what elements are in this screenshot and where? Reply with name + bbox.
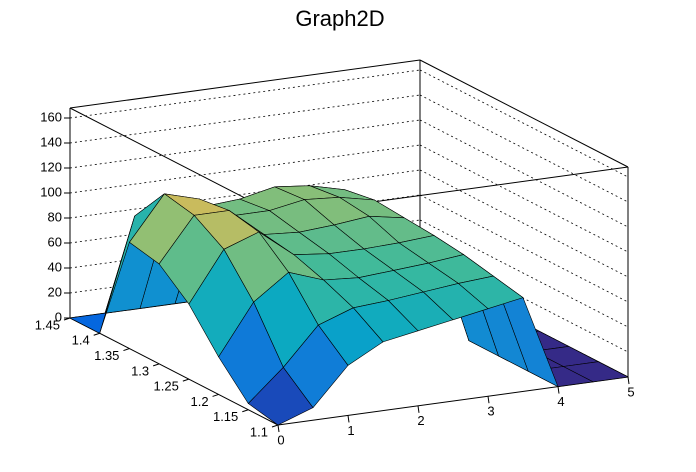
grid-line [419, 194, 629, 303]
y-tick [63, 317, 71, 321]
y-tick-label: 1.35 [94, 348, 119, 363]
z-tick-label: 40 [48, 259, 62, 274]
grid-line [69, 69, 421, 119]
x-tick [487, 396, 490, 404]
x-tick-label: 2 [417, 413, 424, 428]
x-tick-label: 3 [487, 404, 494, 419]
box-edge [69, 317, 279, 426]
grid-line [419, 69, 629, 178]
grid-line [419, 169, 629, 278]
box-edge [69, 59, 421, 109]
chart-title: Graph2D [295, 6, 384, 31]
y-tick [182, 378, 190, 382]
z-tick-label: 80 [48, 209, 62, 224]
x-tick [627, 376, 630, 385]
grid-line [419, 144, 629, 253]
y-tick-label: 1.15 [213, 409, 238, 424]
z-tick-label: 0 [55, 309, 62, 324]
x-tick [417, 405, 420, 413]
y-tick-label: 1.3 [131, 363, 149, 378]
box-edge [419, 59, 629, 168]
y-tick [212, 393, 219, 397]
x-tick-label: 4 [557, 394, 564, 409]
x-tick-label: 5 [627, 384, 634, 399]
x-tick-label: 1 [347, 423, 354, 438]
y-tick [123, 348, 130, 352]
y-tick [271, 424, 279, 428]
grid-line [69, 119, 421, 169]
grid-line [69, 169, 421, 219]
z-tick-label: 140 [40, 134, 62, 149]
y-tick-label: 1.2 [190, 394, 208, 409]
z-tick-label: 100 [40, 184, 62, 199]
box-edge [69, 107, 279, 216]
grid-line [419, 119, 629, 228]
surface-cell [247, 366, 314, 426]
y-tick [152, 363, 160, 367]
z-tick-label: 20 [48, 284, 62, 299]
x-tick [347, 415, 350, 423]
z-tick-label: 60 [48, 234, 62, 249]
grid-line [419, 244, 629, 353]
z-tick-label: 120 [40, 159, 62, 174]
grid-line [69, 94, 421, 144]
x-tick [277, 424, 280, 433]
grid-line [419, 94, 629, 203]
x-tick-label: 0 [277, 432, 284, 447]
grid-line [419, 219, 629, 328]
y-tick-label: 1.25 [154, 379, 179, 394]
y-tick [242, 409, 249, 413]
z-tick-label: 160 [40, 109, 62, 124]
x-tick [557, 386, 560, 394]
y-tick-label: 1.4 [72, 333, 90, 348]
y-tick-label: 1.45 [35, 317, 60, 332]
y-tick-label: 1.1 [250, 424, 268, 439]
y-tick [93, 332, 100, 336]
grid-line [69, 144, 421, 194]
